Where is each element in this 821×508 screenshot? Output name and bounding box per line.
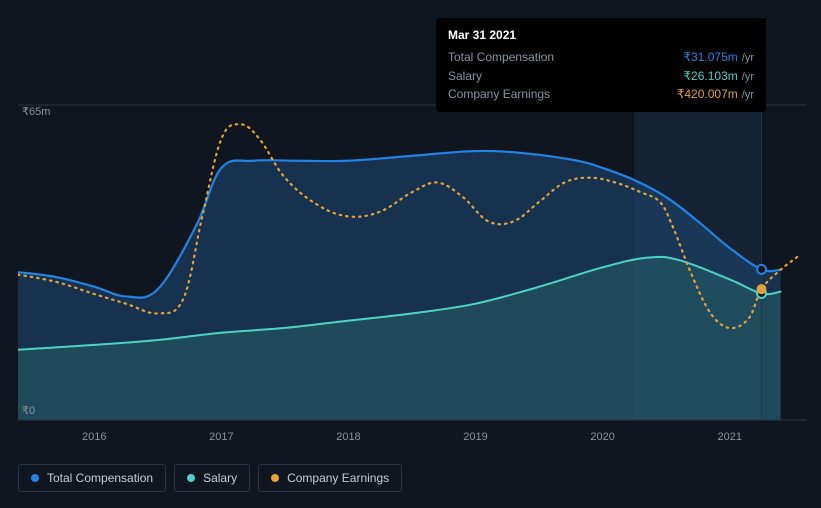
y-tick-label: ₹65m — [22, 106, 50, 118]
tooltip-suffix: /yr — [742, 71, 754, 83]
x-tick-label: 2016 — [82, 431, 106, 443]
tooltip-suffix: /yr — [742, 89, 754, 101]
earnings-marker — [758, 285, 766, 293]
y-tick-label: ₹0 — [22, 405, 35, 417]
legend-dot-icon — [271, 474, 279, 482]
tooltip-suffix: /yr — [742, 52, 754, 64]
legend-item[interactable]: Salary — [174, 464, 250, 492]
legend-label: Company Earnings — [287, 471, 389, 485]
x-tick-label: 2017 — [209, 431, 233, 443]
legend-label: Salary — [203, 471, 237, 485]
tooltip-row: Salary ₹26.103m/yr — [448, 67, 754, 86]
tooltip-title: Mar 31 2021 — [448, 26, 754, 44]
total_comp-marker — [757, 265, 766, 274]
legend-label: Total Compensation — [47, 471, 153, 485]
x-tick-label: 2018 — [336, 431, 360, 443]
legend: Total Compensation Salary Company Earnings — [18, 464, 402, 492]
tooltip-row: Total Compensation ₹31.075m/yr — [448, 48, 754, 67]
tooltip-row: Company Earnings ₹420.007m/yr — [448, 85, 754, 104]
chart-container: ₹0 ₹65m 2016 2017 2018 2019 2020 2021 Mar 31 20… — [0, 0, 821, 508]
tooltip-label: Salary — [448, 67, 482, 86]
x-tick-label: 2021 — [717, 431, 741, 443]
legend-item[interactable]: Company Earnings — [258, 464, 402, 492]
tooltip-value: ₹31.075m — [683, 50, 737, 64]
tooltip-value: ₹420.007m — [677, 87, 738, 101]
legend-dot-icon — [187, 474, 195, 482]
tooltip-label: Company Earnings — [448, 85, 550, 104]
legend-dot-icon — [31, 474, 39, 482]
legend-item[interactable]: Total Compensation — [18, 464, 166, 492]
x-tick-label: 2019 — [463, 431, 487, 443]
tooltip-label: Total Compensation — [448, 48, 554, 67]
tooltip-value: ₹26.103m — [683, 69, 737, 83]
tooltip: Mar 31 2021 Total Compensation ₹31.075m/y… — [436, 18, 766, 112]
x-tick-label: 2020 — [590, 431, 614, 443]
